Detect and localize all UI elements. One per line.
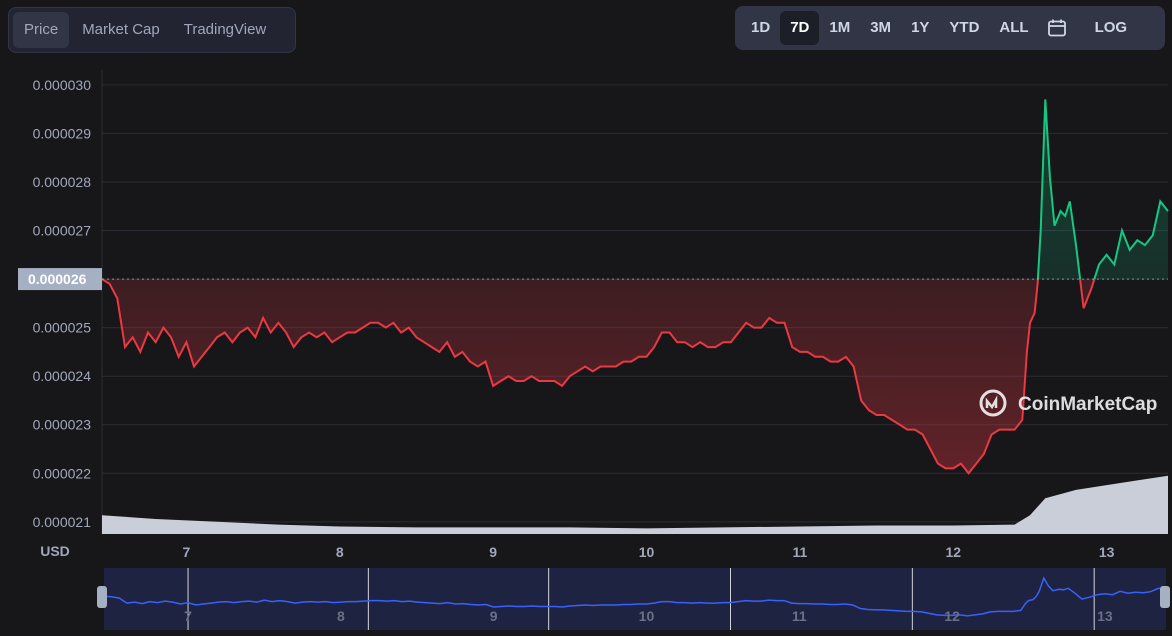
y-tick-label: 0.000026: [33, 271, 92, 287]
range-7d-button[interactable]: 7D: [780, 11, 820, 45]
chart-type-tabs: Price Market Cap TradingView: [8, 7, 296, 53]
range-1m-button[interactable]: 1M: [829, 19, 851, 36]
tab-price[interactable]: Price: [13, 12, 70, 48]
navigator-tick-label: 9: [490, 608, 498, 624]
x-tick-label: 7: [182, 544, 190, 560]
y-axis: 0.000030 0.000029 0.000028 0.000027 0.000026…: [18, 77, 102, 530]
navigator-line: [103, 576, 1167, 617]
range-1y-button[interactable]: 1Y: [911, 19, 930, 36]
navigator-tick-label: 11: [792, 608, 807, 624]
baseline-tag: [18, 268, 102, 291]
x-tick-label: 13: [1099, 544, 1115, 560]
volume-area: [102, 475, 1168, 534]
y-tick-label: 0.000028: [33, 174, 92, 190]
navigator-handle-left: [97, 586, 107, 608]
x-tick-label: 8: [336, 544, 344, 560]
navigator: 7 8 9 10 11 12 13: [97, 568, 1170, 630]
range-all-button[interactable]: ALL: [999, 19, 1029, 36]
volume-shape: [102, 475, 1168, 534]
watermark: CoinMarketCap: [979, 389, 1157, 417]
grid-lines: [101, 70, 1168, 534]
y-tick-label: 0.000030: [33, 77, 92, 93]
navigator-tick-label: 7: [184, 608, 192, 624]
range-1d-button[interactable]: 1D: [751, 19, 771, 36]
x-tick-label: 10: [639, 544, 655, 560]
calendar-button[interactable]: [1039, 11, 1075, 45]
baseline-label: 0.000026: [28, 271, 87, 287]
navigator-handle-right: [1160, 586, 1170, 608]
x-axis: 7 8 9 10 11 12 13 USD: [40, 543, 1114, 560]
range-3m-button[interactable]: 3M: [870, 19, 892, 36]
calendar-icon: [1047, 19, 1066, 37]
navigator-tick-label: 12: [944, 608, 960, 624]
price-line: [101, 99, 1169, 475]
y-tick-label: 0.000029: [33, 125, 92, 141]
navigator-tick-label: 13: [1097, 608, 1113, 624]
range-ytd-button[interactable]: YTD: [949, 19, 980, 36]
time-range-selector: 1D 7D 1M 3M 1Y YTD ALL LOG: [735, 6, 1165, 50]
x-tick-label: 9: [489, 544, 497, 560]
watermark-text: CoinMarketCap: [1018, 394, 1157, 415]
navigator-tick-label: 10: [639, 608, 655, 624]
y-tick-label: 0.000027: [33, 223, 92, 239]
y-tick-label: 0.000021: [33, 514, 92, 530]
price-line-above: [102, 99, 1169, 280]
navigator-window: [104, 568, 1166, 630]
currency-label: USD: [40, 543, 70, 559]
y-tick-label: 0.000025: [33, 320, 92, 336]
price-fill-below: [102, 279, 1095, 474]
tab-market-cap[interactable]: Market Cap: [82, 21, 160, 38]
price-line-below: [101, 279, 1096, 475]
coinmarketcap-logo-icon: [979, 389, 1007, 417]
y-tick-label: 0.000024: [33, 368, 92, 384]
tab-tradingview[interactable]: TradingView: [183, 21, 267, 38]
log-scale-button[interactable]: LOG: [1094, 19, 1128, 36]
y-tick-label: 0.000022: [33, 465, 92, 481]
price-fill-above: [102, 99, 1168, 280]
x-tick-label: 12: [945, 544, 961, 560]
navigator-tick-label: 8: [337, 608, 345, 624]
x-tick-label: 11: [792, 544, 807, 560]
price-fill: [102, 99, 1168, 474]
y-tick-label: 0.000023: [33, 417, 92, 433]
